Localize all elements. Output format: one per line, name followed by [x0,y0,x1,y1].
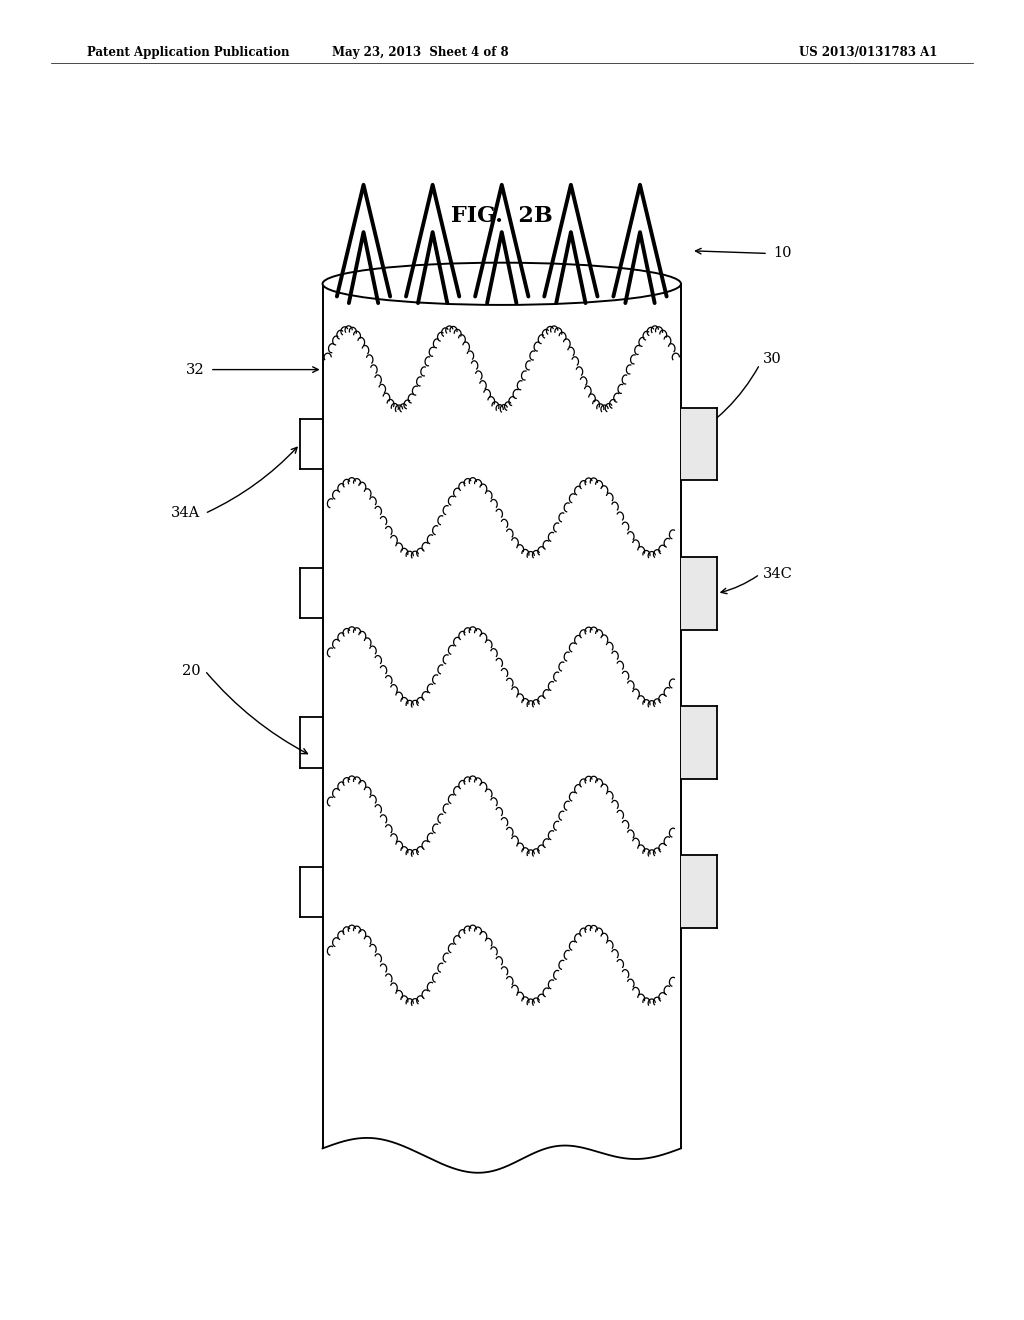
Bar [681,408,717,480]
Text: FIG.  2B: FIG. 2B [451,205,553,227]
Bar [681,855,717,928]
Bar [681,557,717,630]
Bar [681,706,717,779]
Text: 34A: 34A [170,507,200,520]
Text: Patent Application Publication: Patent Application Publication [87,46,290,59]
Text: May 23, 2013  Sheet 4 of 8: May 23, 2013 Sheet 4 of 8 [332,46,508,59]
Text: 32: 32 [186,363,205,376]
Text: 10: 10 [773,247,792,260]
Ellipse shape [323,263,681,305]
Text: US 2013/0131783 A1: US 2013/0131783 A1 [799,46,937,59]
Text: 30: 30 [763,352,781,366]
Text: 20: 20 [182,664,201,677]
Text: 34C: 34C [763,568,793,581]
